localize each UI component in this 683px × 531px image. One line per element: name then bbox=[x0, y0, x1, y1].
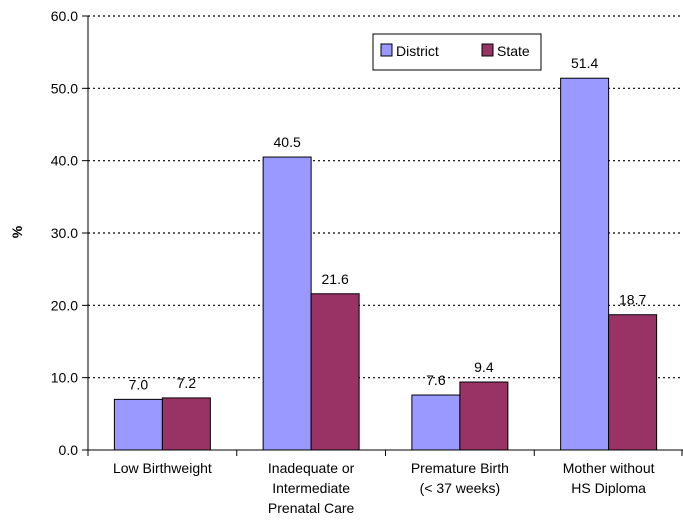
y-tick-label: 10.0 bbox=[51, 370, 78, 386]
y-tick-labels: 0.0 10.0 20.0 30.0 40.0 50.0 60.0 bbox=[51, 8, 78, 458]
x-tick-label: Low Birthweight bbox=[113, 460, 212, 476]
x-tick-labels: Low Birthweight Inadequate or Intermediate… bbox=[113, 460, 655, 516]
legend: District State bbox=[372, 33, 542, 71]
data-label: 9.4 bbox=[474, 359, 494, 375]
legend-swatch-state bbox=[481, 43, 494, 57]
data-label: 7.2 bbox=[177, 375, 197, 391]
y-tick-label: 0.0 bbox=[59, 442, 79, 458]
data-label: 40.5 bbox=[274, 134, 301, 150]
data-label: 51.4 bbox=[571, 55, 598, 71]
bar-district-0 bbox=[113, 398, 163, 451]
y-tick-label: 20.0 bbox=[51, 297, 78, 313]
data-labels: 7.0 40.5 7.6 51.4 7.2 21.6 9.4 18.7 bbox=[129, 55, 647, 392]
bar-state-3 bbox=[608, 314, 658, 451]
x-tick-label: Inadequate or Intermediate Prenatal Care bbox=[268, 460, 355, 516]
legend-label-state: State bbox=[497, 43, 530, 59]
y-tick-label: 50.0 bbox=[51, 80, 78, 96]
data-label: 21.6 bbox=[322, 271, 349, 287]
bar-state-2 bbox=[459, 381, 509, 451]
bar-district-3 bbox=[560, 77, 610, 451]
x-tick-label: Mother without HS Diploma bbox=[563, 460, 655, 496]
bar-state-1 bbox=[310, 293, 360, 451]
bar-state-0 bbox=[161, 397, 211, 451]
y-axis-label: % bbox=[9, 225, 25, 238]
x-tick-label: Premature Birth (< 37 weeks) bbox=[411, 460, 509, 496]
bar-district-1 bbox=[262, 156, 312, 451]
y-tick-label: 40.0 bbox=[51, 153, 78, 169]
legend-swatch-district bbox=[380, 43, 393, 57]
data-label: 7.6 bbox=[426, 372, 446, 388]
bar-district-2 bbox=[411, 394, 461, 451]
legend-label-district: District bbox=[396, 43, 439, 59]
axes bbox=[87, 16, 683, 456]
data-label: 7.0 bbox=[129, 376, 149, 392]
y-tick-label: 30.0 bbox=[51, 225, 78, 241]
y-tick-label: 60.0 bbox=[51, 8, 78, 24]
data-label: 18.7 bbox=[619, 292, 646, 308]
bars bbox=[113, 77, 658, 451]
legend-box bbox=[372, 33, 542, 71]
